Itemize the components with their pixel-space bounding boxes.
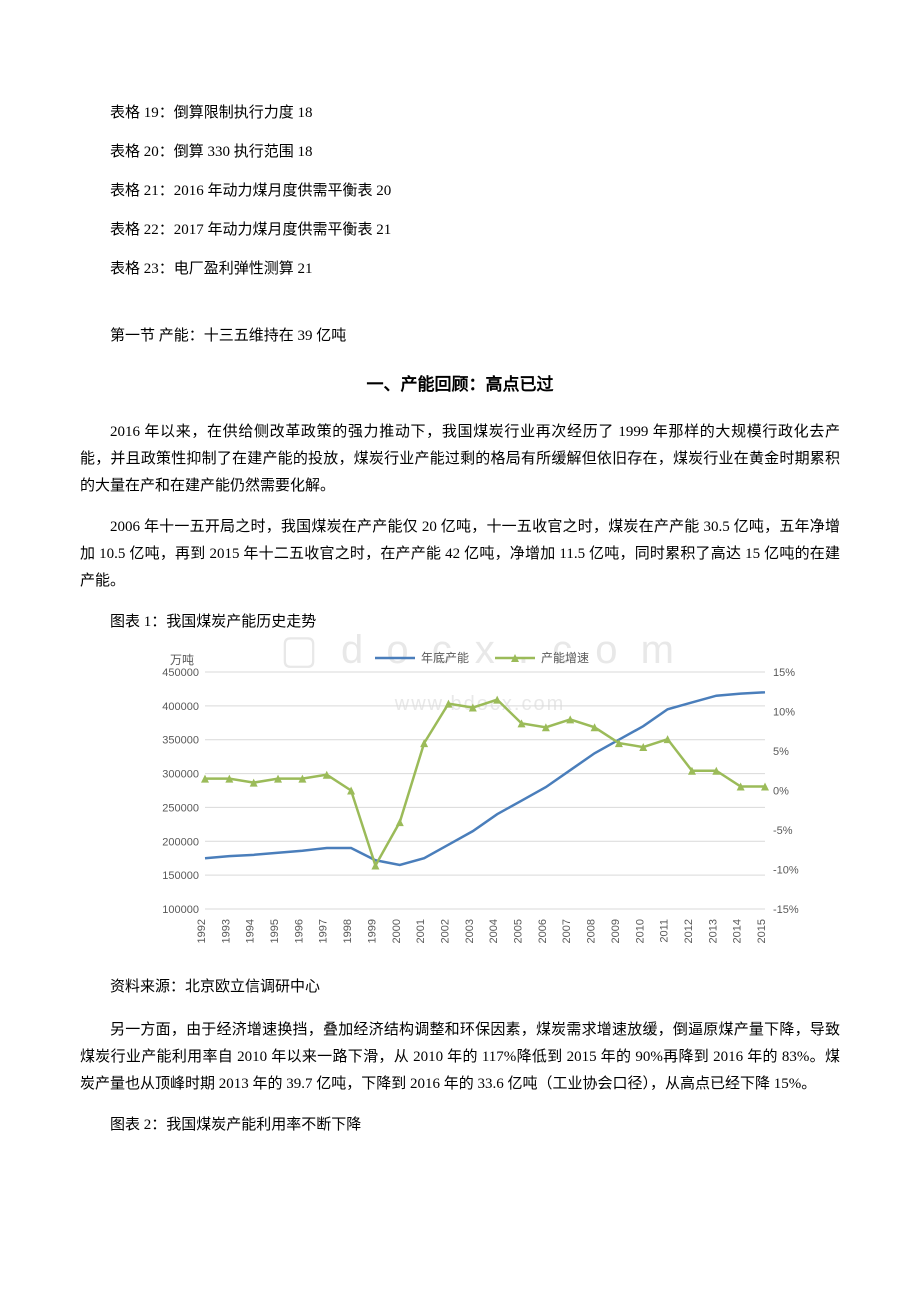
svg-text:2012: 2012 [683, 919, 695, 943]
svg-text:-15%: -15% [773, 904, 799, 916]
svg-text:2004: 2004 [488, 919, 500, 943]
svg-text:1996: 1996 [293, 919, 305, 943]
chart-1-svg: 100000 150000 200000 250000 300000 350000 4000… [140, 644, 820, 964]
svg-text:10%: 10% [773, 706, 795, 718]
chart-1-source: 资料来源：北京欧立信调研中心 [80, 974, 840, 1001]
svg-text:1999: 1999 [366, 919, 378, 943]
svg-text:2010: 2010 [634, 919, 646, 943]
svg-text:年底产能: 年底产能 [421, 650, 469, 665]
svg-text:-10%: -10% [773, 864, 799, 876]
svg-text:2005: 2005 [513, 919, 525, 943]
svg-text:5%: 5% [773, 746, 789, 758]
svg-text:15%: 15% [773, 667, 795, 679]
svg-text:2003: 2003 [464, 919, 476, 943]
svg-text:2007: 2007 [561, 919, 573, 943]
svg-text:2011: 2011 [659, 919, 671, 943]
svg-text:400000: 400000 [162, 700, 199, 712]
svg-text:万吨: 万吨 [170, 653, 194, 667]
svg-text:1993: 1993 [220, 919, 232, 943]
section-heading: 第一节 产能：十三五维持在 39 亿吨 [80, 323, 840, 350]
svg-text:1998: 1998 [342, 919, 354, 943]
toc-item-19: 表格 19：倒算限制执行力度 18 [80, 100, 840, 127]
svg-text:1997: 1997 [318, 919, 330, 943]
svg-text:450000: 450000 [162, 667, 199, 679]
svg-text:250000: 250000 [162, 802, 199, 814]
svg-text:2009: 2009 [610, 919, 622, 943]
toc-item-20: 表格 20：倒算 330 执行范围 18 [80, 139, 840, 166]
svg-text:2013: 2013 [707, 919, 719, 943]
toc-item-22: 表格 22：2017 年动力煤月度供需平衡表 21 [80, 217, 840, 244]
svg-text:-5%: -5% [773, 825, 793, 837]
paragraph-1: 2016 年以来，在供给侧改革政策的强力推动下，我国煤炭行业再次经历了 1999… [80, 419, 840, 500]
svg-text:2008: 2008 [586, 919, 598, 943]
svg-text:1992: 1992 [196, 919, 208, 943]
svg-text:200000: 200000 [162, 836, 199, 848]
svg-text:产能增速: 产能增速 [541, 651, 589, 665]
svg-text:150000: 150000 [162, 870, 199, 882]
svg-text:0%: 0% [773, 785, 789, 797]
toc-item-23: 表格 23：电厂盈利弹性测算 21 [80, 256, 840, 283]
svg-text:2015: 2015 [756, 919, 768, 943]
svg-text:2014: 2014 [732, 919, 744, 943]
toc-item-21: 表格 21：2016 年动力煤月度供需平衡表 20 [80, 178, 840, 205]
paragraph-3: 另一方面，由于经济增速换挡，叠加经济结构调整和环保因素，煤炭需求增速放缓，倒逼原… [80, 1017, 840, 1098]
svg-text:1994: 1994 [245, 919, 257, 943]
section-subheading: 一、产能回顾：高点已过 [80, 370, 840, 401]
chart-1-title: 图表 1：我国煤炭产能历史走势 [80, 609, 840, 636]
svg-text:2002: 2002 [439, 919, 451, 943]
paragraph-2: 2006 年十一五开局之时，我国煤炭在产产能仅 20 亿吨，十一五收官之时，煤炭… [80, 514, 840, 595]
chart-1-container: ▢ d o c x . c o m www.bdocx.com 10000015… [140, 644, 820, 964]
svg-text:300000: 300000 [162, 768, 199, 780]
svg-text:100000: 100000 [162, 904, 199, 916]
svg-text:2001: 2001 [415, 919, 427, 943]
svg-text:2000: 2000 [391, 919, 403, 943]
svg-text:2006: 2006 [537, 919, 549, 943]
svg-text:350000: 350000 [162, 734, 199, 746]
chart-2-title: 图表 2：我国煤炭产能利用率不断下降 [80, 1112, 840, 1139]
svg-text:1995: 1995 [269, 919, 281, 943]
